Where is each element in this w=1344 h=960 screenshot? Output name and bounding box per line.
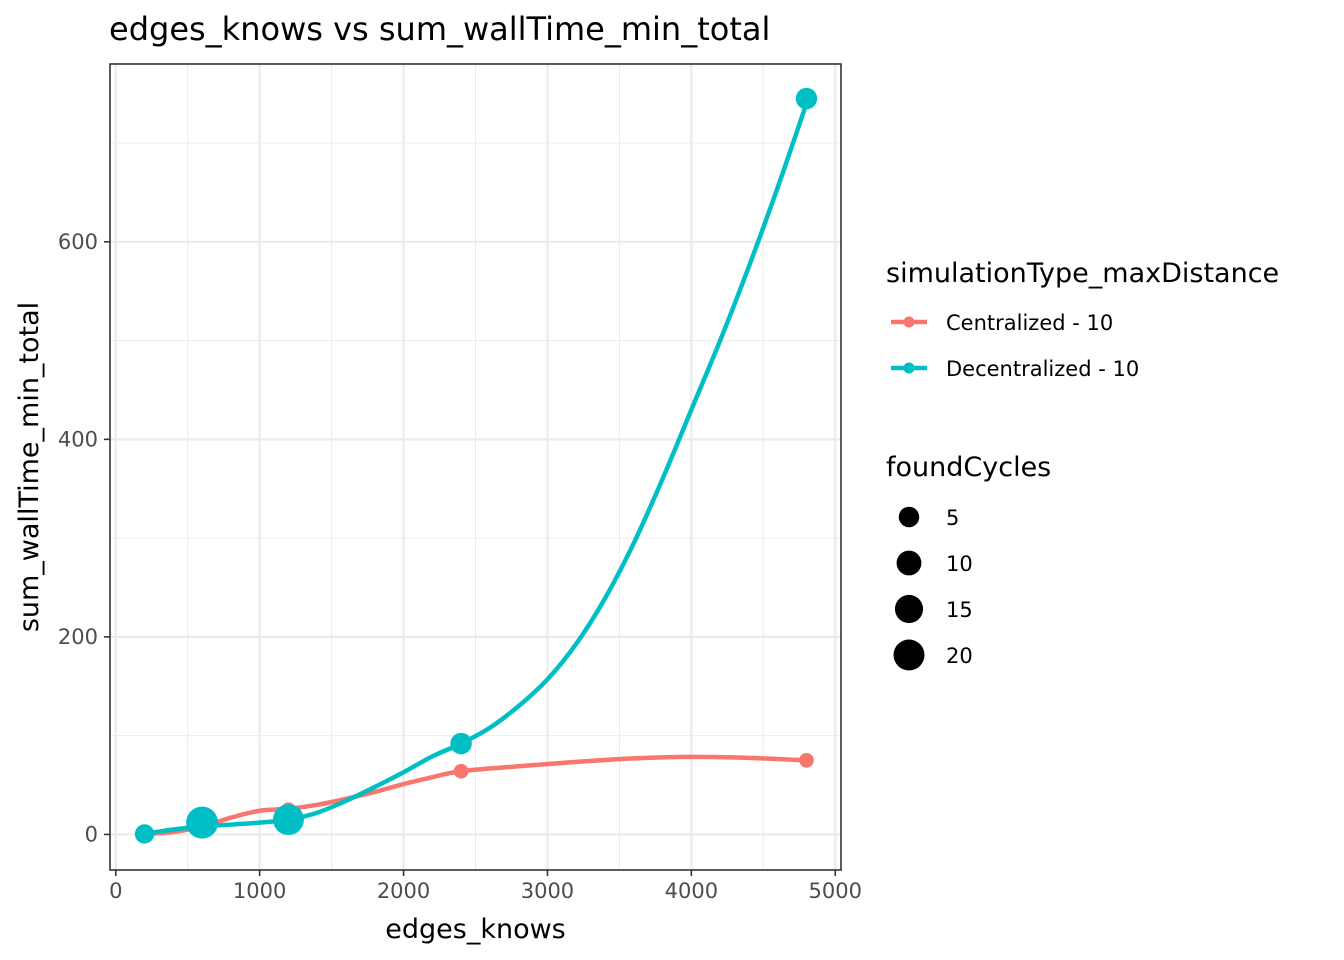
y-tick-label-200: 200 <box>58 625 98 649</box>
point-decentralized-10-1 <box>186 806 219 839</box>
size-legend-label-20: 20 <box>946 644 973 668</box>
size-legend-keys: 5 10 15 20 <box>893 506 973 671</box>
point-decentralized-10-0 <box>134 824 155 844</box>
point-centralized-10-3 <box>453 763 469 779</box>
color-legend-keys: Centralized - 10 Decentralized - 10 <box>891 311 1139 381</box>
y-tick-label-0: 0 <box>85 822 98 846</box>
smooth-lines <box>142 101 809 837</box>
panel-border <box>109 63 842 871</box>
size-legend: foundCycles 5 10 15 20 <box>886 452 1051 671</box>
legend-label-decentralized-10: Decentralized - 10 <box>946 357 1139 381</box>
point-decentralized-10-2 <box>272 804 304 836</box>
smooth-line-decentralized-10 <box>142 101 809 837</box>
size-legend-label-15: 15 <box>946 598 973 622</box>
size-legend-key-20 <box>893 639 925 671</box>
size-legend-key-10 <box>896 550 922 576</box>
plot-panel <box>109 63 842 871</box>
grid-major <box>110 64 841 870</box>
x-tick-label-3000: 3000 <box>521 879 574 903</box>
x-tick-label-1000: 1000 <box>233 879 286 903</box>
point-centralized-10-4 <box>799 753 814 768</box>
x-axis-title: edges_knows <box>385 914 565 945</box>
y-tick-label-600: 600 <box>58 230 98 254</box>
x-tick-label-5000: 5000 <box>809 879 862 903</box>
x-tick-label-2000: 2000 <box>377 879 430 903</box>
y-tick-label-400: 400 <box>58 427 98 451</box>
color-legend-title: simulationType_maxDistance <box>886 258 1279 289</box>
smooth-line-centralized-10 <box>142 754 809 837</box>
chart-title: edges_knows vs sum_wallTime_min_total <box>109 10 770 48</box>
point-decentralized-10-4 <box>795 87 818 110</box>
size-legend-title: foundCycles <box>886 452 1051 483</box>
legend-key-point-decentralized-10 <box>903 362 915 374</box>
x-axis-ticks: 0 1000 2000 3000 4000 5000 <box>109 870 862 903</box>
x-tick-label-4000: 4000 <box>665 879 718 903</box>
y-axis-ticks: 0 200 400 600 <box>58 230 110 846</box>
color-legend: simulationType_maxDistance Centralized -… <box>886 258 1279 381</box>
y-axis-title: sum_wallTime_min_total <box>14 302 45 632</box>
legend-key-point-centralized-10 <box>903 316 915 328</box>
size-legend-key-5 <box>898 506 920 528</box>
point-decentralized-10-3 <box>450 732 472 755</box>
size-legend-key-15 <box>894 594 924 624</box>
size-legend-label-10: 10 <box>946 552 973 576</box>
size-legend-label-5: 5 <box>946 506 959 530</box>
x-tick-label-0: 0 <box>109 879 122 903</box>
data-points <box>134 87 818 844</box>
legend-label-centralized-10: Centralized - 10 <box>946 311 1113 335</box>
